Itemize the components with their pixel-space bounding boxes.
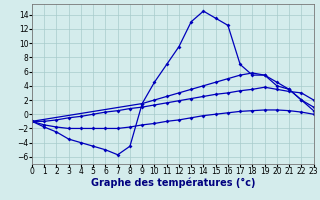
X-axis label: Graphe des températures (°c): Graphe des températures (°c) <box>91 178 255 188</box>
